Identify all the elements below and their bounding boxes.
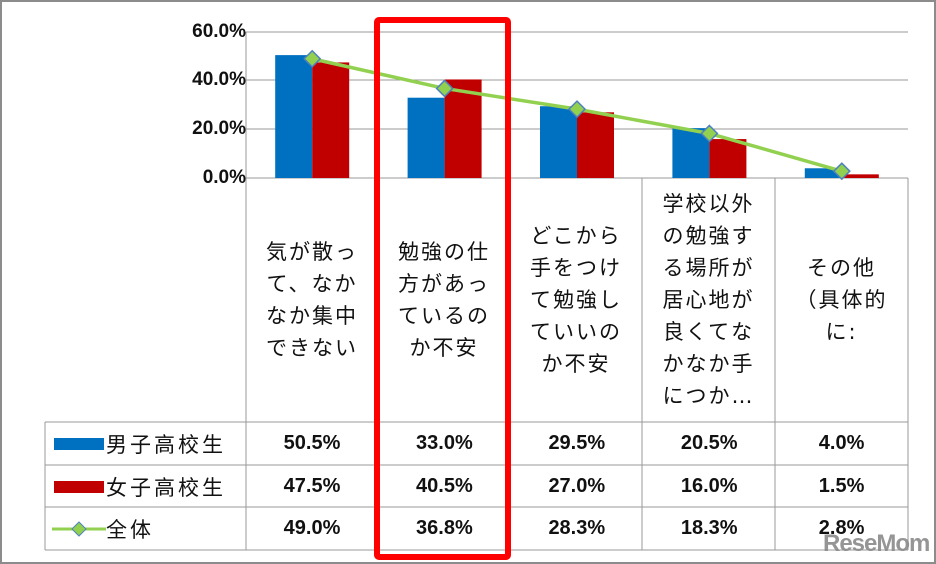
table-cell: 20.5%	[680, 432, 738, 454]
diamond-marker-icon	[435, 79, 454, 98]
table-cell: 27.0%	[548, 475, 606, 497]
category-label-3: どこから手をつけて勉強していいのか不安	[530, 224, 622, 376]
bar	[709, 139, 747, 178]
line-diamond-icon	[52, 520, 106, 537]
red-swatch-icon	[54, 480, 104, 493]
bar	[804, 168, 842, 178]
bar-series	[275, 55, 879, 178]
y-tick-0: 0.0%	[202, 167, 246, 188]
bar	[540, 106, 577, 178]
bar	[577, 112, 614, 178]
table-cell: 33.0%	[416, 432, 473, 454]
bar	[672, 128, 710, 178]
category-label-2: 勉強の仕方があっているのか不安	[398, 240, 490, 360]
table-cell: 28.3%	[548, 517, 606, 539]
highlight-box	[374, 17, 511, 560]
bar	[841, 174, 879, 178]
table-cell: 2.8%	[818, 517, 865, 539]
legend-total: 全体	[45, 507, 245, 550]
bar	[275, 55, 313, 178]
table-cell: 36.8%	[416, 517, 473, 539]
legend-female: 女子高校生	[45, 465, 245, 508]
table-cell: 4.0%	[818, 432, 865, 454]
table-cell: 16.0%	[680, 475, 738, 497]
bar	[407, 97, 445, 178]
table-cell: 50.5%	[283, 432, 341, 454]
table-cell: 1.5%	[818, 475, 865, 497]
category-label-1: 気が散って、なかなか集中できない	[266, 240, 358, 360]
y-tick-20: 20.0%	[192, 118, 246, 139]
table-cell: 49.0%	[283, 517, 341, 539]
diamond-marker-icon	[567, 100, 587, 119]
category-label-4: 学校以外の勉強する場所が居心地が良くてなかなか手につか…	[662, 192, 755, 408]
diamond-marker-icon	[832, 162, 851, 181]
table-cell: 47.5%	[283, 475, 341, 497]
legend-male: 男子高校生	[45, 422, 245, 465]
legend-label-male: 男子高校生	[106, 432, 226, 457]
legend-label-total: 全体	[106, 517, 154, 542]
table-cell: 40.5%	[416, 475, 473, 497]
y-tick-40: 40.0%	[192, 69, 246, 90]
blue-swatch-icon	[54, 437, 104, 450]
y-tick-60: 60.0%	[192, 21, 246, 42]
table-cell: 18.3%	[680, 517, 738, 539]
legend-label-female: 女子高校生	[106, 475, 226, 500]
resemom-watermark: ReseMom	[823, 530, 930, 557]
total-line-series	[303, 49, 851, 181]
bar	[312, 62, 350, 178]
bar	[444, 79, 482, 178]
category-label-5: その他（具体的に:	[795, 256, 888, 344]
diamond-marker-icon	[700, 124, 719, 143]
diamond-marker-icon	[303, 49, 322, 68]
table-cell: 29.5%	[548, 432, 606, 454]
